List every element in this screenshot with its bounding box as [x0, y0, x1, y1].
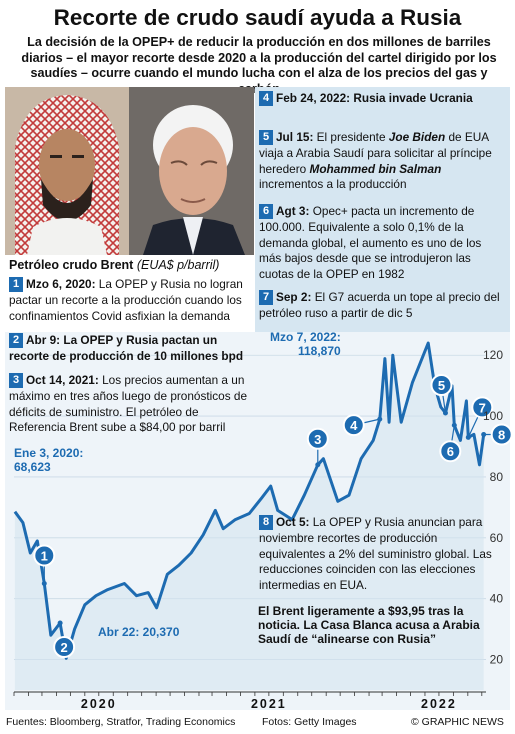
marker-badge-4 — [342, 414, 365, 437]
event-number-6: 6 — [259, 204, 273, 219]
event-number-4: 4 — [259, 91, 273, 106]
y-tick-80: 80 — [490, 470, 504, 484]
marker-label-3: 3 — [314, 432, 321, 447]
peak-value: 118,870 — [297, 344, 341, 358]
y-tick-120: 120 — [483, 348, 503, 362]
event-date-2: Abr 9: — [26, 333, 61, 347]
event-date-1: Mzo 6, 2020: — [26, 277, 96, 291]
event-note-5: 5 Jul 15: El presidente Joe Biden de EUA … — [259, 130, 505, 193]
marker-label-1: 1 — [41, 548, 48, 563]
events-panel — [255, 87, 510, 332]
footer-credit: © GRAPHIC NEWS — [411, 716, 504, 728]
event-number-2: 2 — [9, 333, 23, 348]
chart-title-name: Petróleo crudo Brent — [9, 258, 134, 272]
event-text-5c: incrementos a la producción — [259, 177, 407, 192]
event-number-8: 8 — [259, 515, 273, 530]
marker-dot-2 — [57, 620, 63, 626]
marker-dot-6 — [451, 422, 457, 428]
series-line-brent — [13, 341, 486, 660]
marker-dot-8 — [481, 432, 487, 437]
marker-badge-6 — [439, 440, 462, 463]
event-note-4: 4 Feb 24, 2022: Rusia invade Ucrania — [259, 91, 505, 107]
footer-photos: Fotos: Getty Images — [262, 716, 357, 728]
marker-badge-7 — [471, 396, 494, 419]
event-text-5b: de EUA viaja a Arabia Saudí para solicit… — [259, 130, 492, 176]
marker-label-5: 5 — [438, 378, 445, 393]
marker-label-2: 2 — [61, 640, 68, 655]
x-label-2020: 2020 — [81, 697, 117, 711]
event-number-1: 1 — [9, 277, 23, 292]
photos — [5, 87, 254, 255]
event-date-7: Sep 2: — [276, 290, 312, 304]
event-note-8: 8 Oct 5: La OPEP y Rusia anuncian para no… — [259, 515, 505, 594]
page-subtitle: La decisión de la OPEP+ de reducir la pr… — [21, 35, 497, 96]
event-text-1: La OPEP y Rusia no logran pactar un reco… — [9, 277, 243, 323]
event-text-7: El G7 acuerda un tope al precio del petr… — [259, 290, 500, 320]
leaders-photo — [5, 87, 254, 255]
marker-dot-5 — [442, 410, 448, 416]
start-label: Ene 3, 2020: — [14, 446, 84, 460]
x-label-2021: 2021 — [251, 697, 287, 711]
chart-title: Petróleo crudo Brent (EUA$ p/barril) — [9, 258, 219, 272]
event-name-mbs: Mohammed bin Salman — [309, 161, 442, 176]
event-text-2: La OPEP y Rusia pactan un recorte de pro… — [9, 333, 244, 363]
event-number-7: 7 — [259, 290, 273, 305]
low-callout: Abr 22: 20,370 — [98, 625, 180, 639]
marker-badge-2 — [53, 636, 76, 659]
event-date-4: Feb 24, 2022: — [276, 91, 351, 105]
event-note-1: 1 Mzo 6, 2020: La OPEP y Rusia no logran … — [9, 277, 255, 324]
chart-title-unit: (EUA$ p/barril) — [136, 258, 220, 272]
peak-callout: Mzo 7, 2022: 118,870 — [270, 330, 341, 358]
event-name-biden: Joe Biden — [388, 130, 446, 144]
event-number-5: 5 — [259, 130, 273, 145]
event-text-4: Rusia invade Ucrania — [353, 91, 473, 105]
marker-badge-3 — [306, 427, 329, 450]
event-date-8: Oct 5: — [276, 515, 310, 529]
marker-badge-8 — [490, 423, 513, 446]
event-text-5a: El presidente — [316, 130, 386, 144]
y-tick-20: 20 — [490, 653, 504, 667]
y-tick-40: 40 — [490, 592, 504, 606]
marker-badge-1 — [33, 544, 56, 567]
marker-badge-5 — [430, 374, 453, 397]
y-tick-100: 100 — [483, 409, 503, 423]
page-title: Recorte de crudo saudí ayuda a Rusia — [53, 5, 462, 30]
series-area — [14, 343, 484, 690]
marker-dot-4 — [377, 416, 383, 422]
event-note-7: 7 Sep 2: El G7 acuerda un tope al precio … — [259, 290, 505, 322]
marker-dot-3 — [315, 462, 321, 468]
start-callout: Ene 3, 2020: 68,623 — [14, 446, 83, 474]
footer-sources: Fuentes: Bloomberg, Stratfor, Trading Ec… — [6, 716, 236, 728]
event-text-6: Opec+ pacta un incremento de 100.000. Eq… — [259, 204, 482, 282]
x-label-2022: 2022 — [421, 697, 457, 711]
start-value: 68,623 — [14, 460, 51, 474]
marker-label-8: 8 — [498, 428, 505, 443]
event-note-2: 2 Abr 9: La OPEP y Rusia pactan un recort… — [9, 333, 255, 365]
event-note-6: 6 Agt 3: Opec+ pacta un incremento de 100… — [259, 204, 505, 283]
marker-label-7: 7 — [479, 400, 486, 415]
marker-dot-1 — [41, 580, 47, 586]
y-tick-60: 60 — [490, 531, 504, 545]
peak-label: Mzo 7, 2022: — [270, 330, 341, 344]
event-note-3: 3 Oct 14, 2021: Los precios aumentan a un… — [9, 373, 255, 436]
footer: Fuentes: Bloomberg, Stratfor, Trading Ec… — [0, 712, 515, 734]
final-note: El Brent ligeramente a $93,95 tras la no… — [258, 604, 480, 646]
event-number-3: 3 — [9, 373, 23, 388]
event-date-6: Agt 3: — [276, 204, 310, 218]
event-text-3: Los precios aumentan a un máximo en tres… — [9, 373, 248, 435]
event-text-8: La OPEP y Rusia anuncian para noviembre … — [259, 515, 492, 593]
event-date-5: Jul 15: — [276, 130, 314, 144]
event-date-3: Oct 14, 2021: — [26, 373, 99, 387]
marker-label-4: 4 — [350, 418, 358, 433]
marker-dot-7 — [465, 434, 471, 440]
marker-label-6: 6 — [447, 444, 454, 459]
